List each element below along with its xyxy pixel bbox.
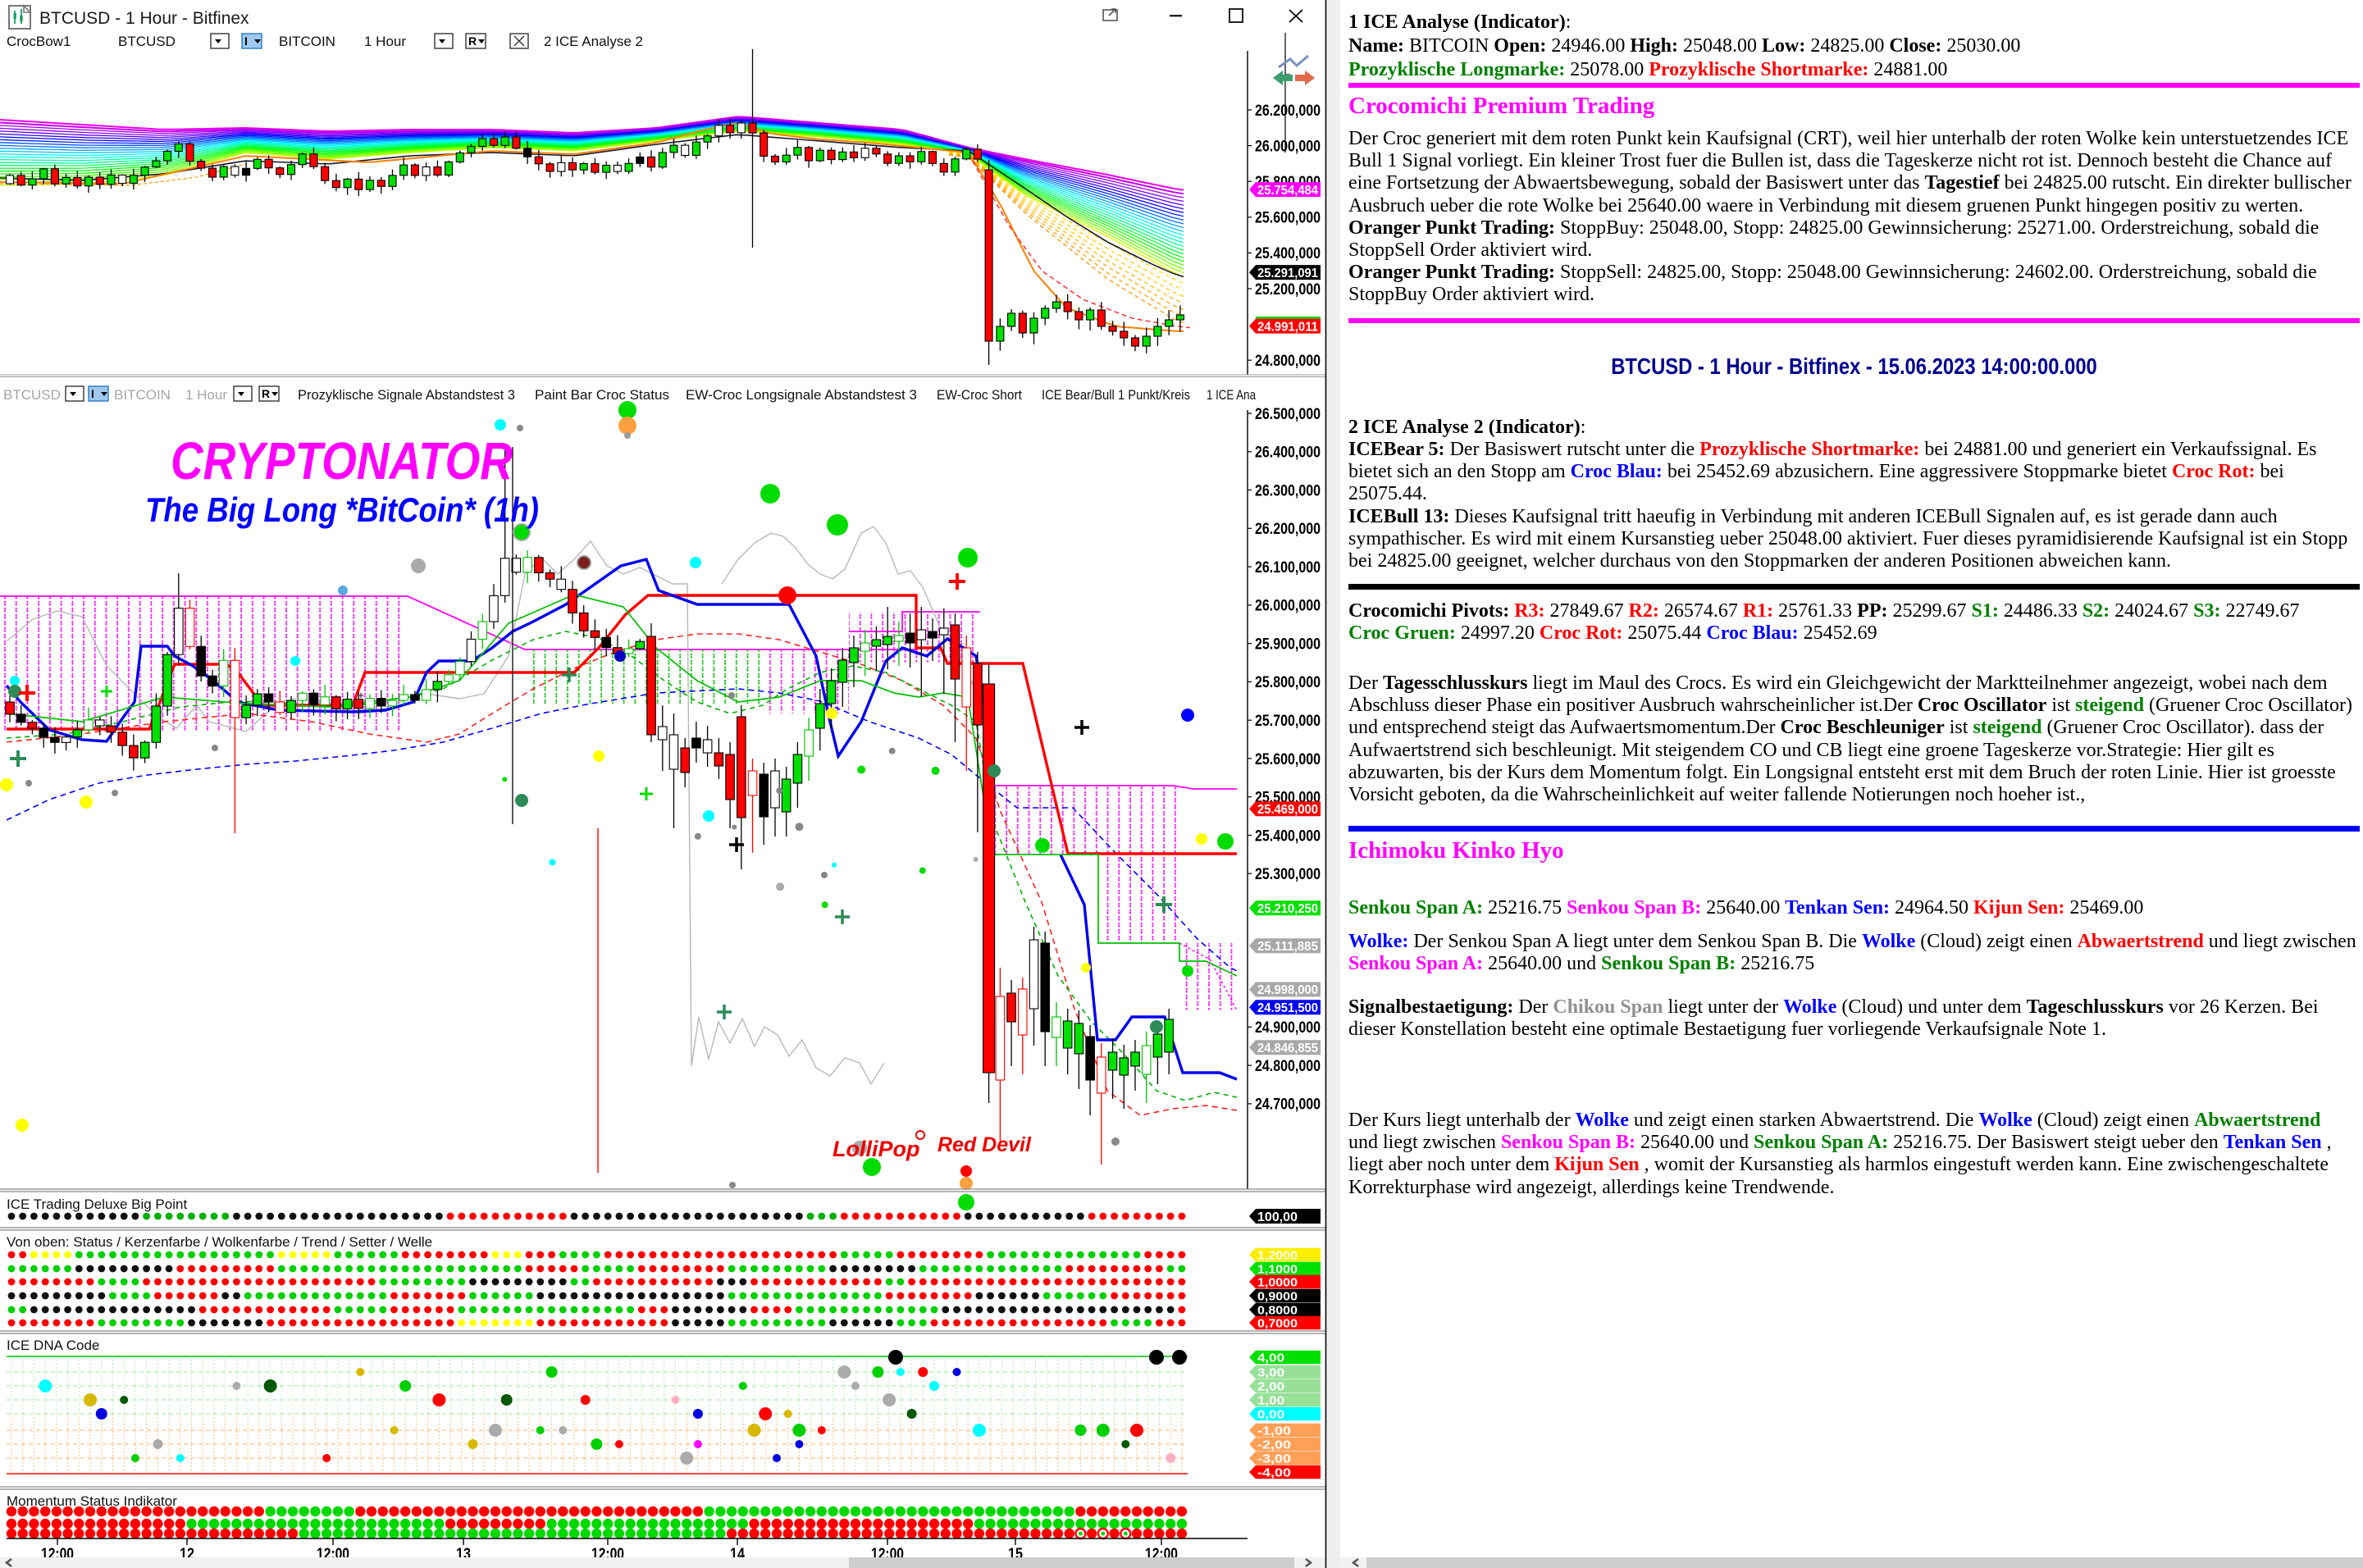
svg-text:25.400,000: 25.400,000: [1255, 827, 1321, 845]
svg-text:24.998,000: 24.998,000: [1257, 983, 1318, 997]
svg-text:BTCUSD: BTCUSD: [118, 34, 176, 49]
svg-text:1,0000: 1,0000: [1257, 1275, 1298, 1289]
svg-text:24.991,011: 24.991,011: [1257, 320, 1318, 334]
svg-text:Von oben: Status / Kerzenfarbe: Von oben: Status / Kerzenfarbe / Wolkenf…: [7, 1234, 432, 1250]
svg-text:EW-Croc Short: EW-Croc Short: [937, 387, 1022, 403]
svg-text:0,9000: 0,9000: [1257, 1289, 1298, 1303]
svg-text:BITCOIN: BITCOIN: [279, 34, 335, 49]
svg-text:25.600,000: 25.600,000: [1255, 210, 1321, 227]
svg-text:25.900,000: 25.900,000: [1255, 636, 1321, 654]
svg-text:CRYPTONATOR: CRYPTONATOR: [171, 431, 513, 490]
svg-text:BTCUSD - 1 Hour - Bitfinex: BTCUSD - 1 Hour - Bitfinex: [39, 9, 249, 28]
svg-text:25.700,000: 25.700,000: [1255, 713, 1321, 730]
svg-text:26.200,000: 26.200,000: [1255, 521, 1321, 538]
svg-text:0,00: 0,00: [1257, 1407, 1284, 1421]
svg-text:EW-Croc Longsignale Abstandste: EW-Croc Longsignale Abstandstest 3: [686, 387, 917, 403]
svg-text:25.754,484: 25.754,484: [1257, 184, 1318, 198]
svg-text:-1,00: -1,00: [1257, 1424, 1291, 1438]
svg-text:Momentum Status Indikator: Momentum Status Indikator: [7, 1493, 177, 1509]
svg-text:25.800,000: 25.800,000: [1255, 674, 1321, 691]
svg-text:I: I: [244, 34, 248, 48]
svg-text:25.291,091: 25.291,091: [1257, 267, 1318, 280]
svg-text:24.951,500: 24.951,500: [1257, 1001, 1318, 1015]
svg-text:1 Hour: 1 Hour: [185, 387, 227, 403]
svg-text:25.400,000: 25.400,000: [1255, 245, 1321, 262]
svg-text:BTCUSD: BTCUSD: [3, 387, 61, 403]
svg-text:3,00: 3,00: [1257, 1365, 1284, 1379]
svg-text:26.100,000: 26.100,000: [1255, 559, 1321, 577]
svg-text:2 ICE Analyse 2: 2 ICE Analyse 2: [544, 34, 643, 49]
svg-text:24.700,000: 24.700,000: [1255, 1096, 1321, 1114]
svg-text:ICE Bear/Bull 1 Punkt/Kreis: ICE Bear/Bull 1 Punkt/Kreis: [1042, 387, 1190, 403]
svg-text:2,00: 2,00: [1257, 1379, 1284, 1393]
svg-text:25.600,000: 25.600,000: [1255, 751, 1321, 768]
svg-text:24.800,000: 24.800,000: [1255, 1058, 1321, 1075]
svg-text:1 Hour: 1 Hour: [364, 34, 406, 49]
svg-text:-3,00: -3,00: [1257, 1452, 1291, 1465]
svg-text:I: I: [91, 387, 94, 400]
svg-text:26.300,000: 26.300,000: [1255, 482, 1321, 499]
svg-text:1,1000: 1,1000: [1257, 1262, 1298, 1276]
svg-text:24.846,855: 24.846,855: [1257, 1042, 1318, 1055]
svg-text:26.500,000: 26.500,000: [1255, 406, 1321, 423]
svg-text:4,00: 4,00: [1257, 1351, 1284, 1365]
svg-text:ICE Trading Deluxe Big Point: ICE Trading Deluxe Big Point: [7, 1197, 187, 1212]
svg-text:-4,00: -4,00: [1257, 1465, 1291, 1479]
svg-text:24.900,000: 24.900,000: [1255, 1019, 1321, 1037]
svg-text:25.111,885: 25.111,885: [1257, 940, 1318, 954]
svg-text:ICE DNA Code: ICE DNA Code: [7, 1338, 99, 1353]
svg-text:25.210,250: 25.210,250: [1257, 902, 1318, 916]
svg-text:0,8000: 0,8000: [1257, 1303, 1298, 1317]
svg-text:-2,00: -2,00: [1257, 1438, 1291, 1452]
svg-text:0,7000: 0,7000: [1257, 1316, 1298, 1330]
svg-text:R: R: [468, 34, 477, 48]
svg-text:1 ICE Ana: 1 ICE Ana: [1207, 387, 1256, 403]
svg-text:24.800,000: 24.800,000: [1255, 353, 1321, 370]
svg-text:BITCOIN: BITCOIN: [114, 387, 171, 403]
svg-text:LolliPop: LolliPop: [833, 1137, 919, 1161]
svg-text:26.200,000: 26.200,000: [1255, 103, 1321, 120]
svg-text:R: R: [262, 387, 270, 400]
svg-text:25.300,000: 25.300,000: [1255, 866, 1321, 883]
svg-text:1,00: 1,00: [1257, 1393, 1284, 1407]
svg-text:25.200,000: 25.200,000: [1255, 281, 1321, 299]
svg-text:1,2000: 1,2000: [1257, 1248, 1298, 1262]
svg-text:26.400,000: 26.400,000: [1255, 444, 1321, 462]
svg-text:Red Devil: Red Devil: [937, 1133, 1032, 1156]
svg-text:CrocBow1: CrocBow1: [7, 34, 71, 49]
svg-text:26.000,000: 26.000,000: [1255, 598, 1321, 615]
svg-text:Prozyklische Signale Abstandst: Prozyklische Signale Abstandstest 3: [298, 387, 515, 403]
svg-text:100,00: 100,00: [1257, 1210, 1298, 1224]
svg-text:The Big Long *BitCoin* (1h): The Big Long *BitCoin* (1h): [145, 490, 539, 529]
svg-text:25.469,000: 25.469,000: [1257, 803, 1318, 817]
svg-text:Paint Bar Croc Status: Paint Bar Croc Status: [535, 387, 669, 403]
svg-text:26.000,000: 26.000,000: [1255, 138, 1321, 155]
